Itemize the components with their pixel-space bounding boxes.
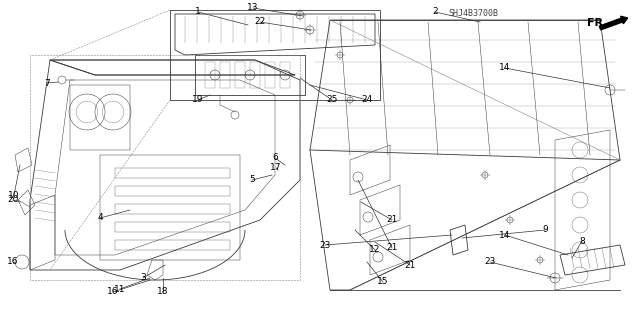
Text: 25: 25 (326, 95, 338, 105)
Text: 23: 23 (484, 257, 496, 266)
Text: 18: 18 (157, 287, 169, 296)
Text: FR.: FR. (587, 18, 607, 28)
Text: 3: 3 (140, 273, 146, 283)
Text: 1: 1 (195, 8, 201, 17)
Text: SHJ4B3700B: SHJ4B3700B (449, 9, 499, 18)
Text: 20: 20 (7, 196, 19, 204)
Text: 8: 8 (579, 236, 585, 246)
Text: 2: 2 (432, 8, 438, 17)
Text: 21: 21 (387, 243, 397, 253)
Text: 16: 16 (108, 287, 119, 296)
Text: 12: 12 (369, 246, 381, 255)
Text: 21: 21 (387, 216, 397, 225)
Text: 4: 4 (97, 213, 103, 222)
FancyArrow shape (599, 16, 628, 30)
Text: 10: 10 (8, 190, 20, 199)
Text: 21: 21 (404, 261, 416, 270)
Text: 19: 19 (192, 95, 204, 105)
Text: 16: 16 (7, 257, 19, 266)
Text: 5: 5 (249, 175, 255, 184)
Text: 9: 9 (542, 226, 548, 234)
Text: 6: 6 (272, 153, 278, 162)
Text: 11: 11 (115, 285, 125, 293)
Text: 7: 7 (44, 78, 50, 87)
Text: 13: 13 (247, 4, 259, 12)
Text: 23: 23 (319, 241, 331, 249)
Text: 24: 24 (362, 95, 372, 105)
Text: 17: 17 (270, 164, 282, 173)
Text: 14: 14 (499, 63, 511, 72)
Text: 22: 22 (254, 18, 266, 26)
Text: 15: 15 (377, 278, 388, 286)
Text: 14: 14 (499, 231, 511, 240)
